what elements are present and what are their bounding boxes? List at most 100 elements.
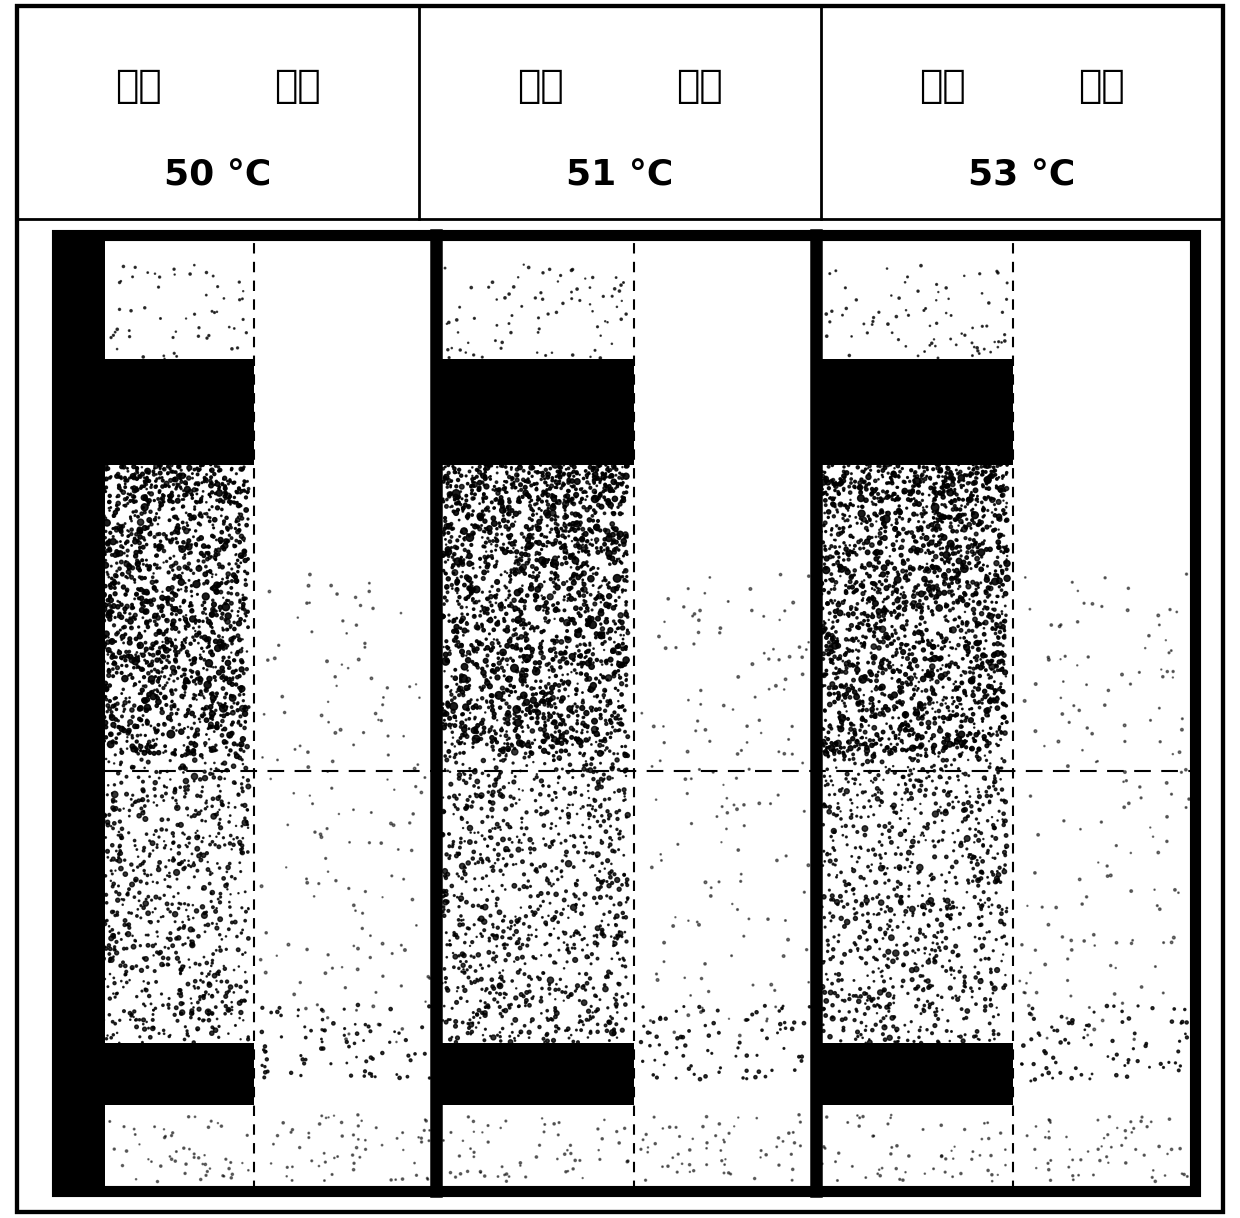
Point [600,711,620,731]
Point [534,723,554,743]
Point [175,680,195,699]
Point [926,474,946,493]
Point [952,733,972,753]
Point [300,565,320,585]
Point [456,520,476,540]
Point [693,1117,713,1136]
Point [1027,983,1047,1002]
Point [517,803,537,822]
Point [339,659,358,678]
Point [873,928,893,948]
Point [852,555,872,575]
Point [951,737,971,756]
Point [118,541,138,560]
Point [567,664,587,683]
Point [195,754,215,773]
Point [996,1156,1016,1175]
Point [900,658,920,677]
Point [231,641,250,660]
Point [485,731,505,750]
Point [609,468,629,487]
Point [487,1026,507,1045]
Point [899,739,919,759]
Point [55,939,74,959]
Point [126,649,146,669]
Point [852,700,872,720]
Point [862,619,882,638]
Point [129,466,149,486]
Point [822,650,842,670]
Point [940,553,960,572]
Point [815,513,835,532]
Point [66,641,86,660]
Point [660,1117,680,1136]
Point [135,621,155,641]
Point [830,686,849,705]
Point [980,654,999,674]
Point [484,1028,503,1047]
Point [125,1011,145,1030]
Point [458,790,477,810]
Point [120,555,140,575]
Point [880,994,900,1013]
Point [135,603,155,622]
Point [94,543,114,563]
Point [516,615,536,635]
Point [498,490,518,509]
Point [494,961,513,980]
Point [192,507,212,526]
Point [222,1164,242,1184]
Point [151,653,171,672]
Point [464,488,484,508]
Point [236,962,255,982]
Point [198,1001,218,1021]
Point [205,303,224,323]
Point [615,762,635,782]
Point [543,910,563,929]
Point [72,598,92,618]
Point [904,527,924,547]
Point [1038,648,1058,667]
Point [963,499,983,519]
Point [1029,1026,1049,1045]
Point [176,836,196,855]
Point [616,1009,636,1028]
Point [542,834,562,854]
Point [718,592,738,611]
Point [925,812,945,832]
Point [884,879,904,899]
Point [103,527,123,547]
Point [613,487,632,507]
Point [884,697,904,716]
Point [476,998,496,1017]
Point [109,300,129,319]
Point [131,737,151,756]
Point [53,721,73,741]
Point [976,583,996,603]
Point [930,650,950,670]
Point [185,867,205,887]
Point [874,741,894,760]
Point [608,714,627,733]
Point [921,532,941,552]
Point [481,642,501,661]
Point [924,508,944,527]
Point [941,905,961,924]
Point [206,632,226,652]
Point [945,1136,965,1156]
Point [203,764,223,783]
Point [74,474,94,493]
Point [864,308,884,328]
Point [611,275,631,295]
Point [606,538,626,558]
Point [451,911,471,931]
Point [823,939,843,959]
Point [900,491,920,510]
Point [181,509,201,529]
Point [833,523,853,542]
Point [932,505,952,525]
Point [890,661,910,681]
Point [77,600,97,620]
Point [470,457,490,476]
Point [486,723,506,743]
